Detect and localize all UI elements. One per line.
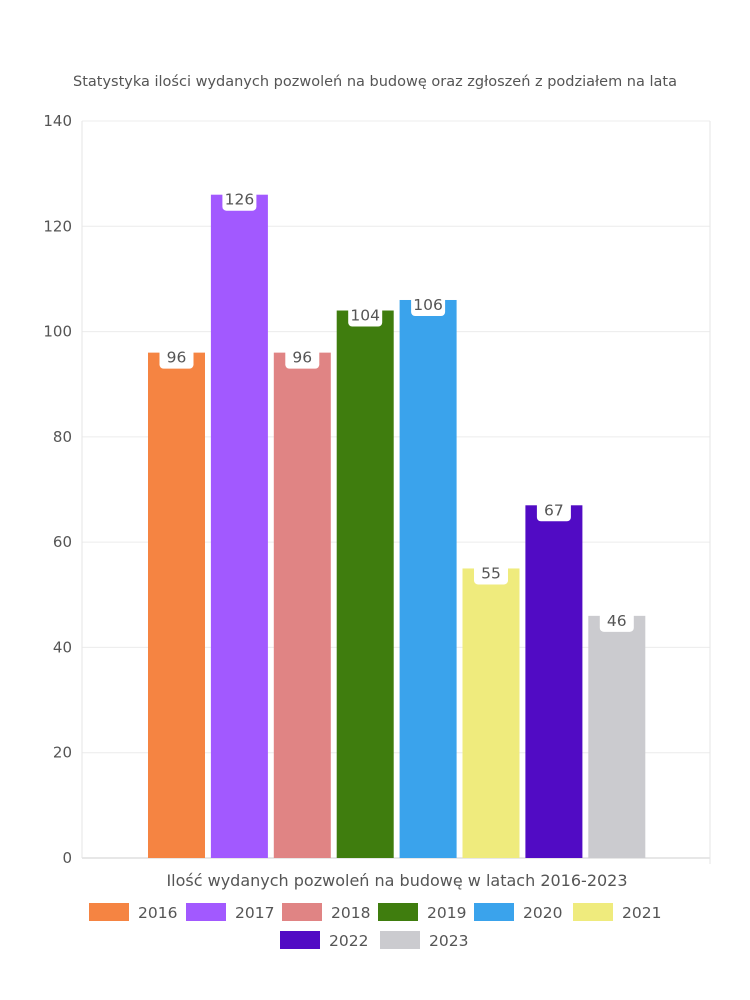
legend-swatch-2016 [89,903,129,921]
data-label: 55 [481,564,501,582]
legend-swatch-2018 [282,903,322,921]
legend-label-2023: 2023 [429,932,468,950]
legend: 2016 2017 2018 2019 2020 2021 2022 2023 [89,903,661,950]
legend-swatch-2019 [378,903,418,921]
y-tick-label: 0 [62,849,72,867]
y-tick-label: 60 [53,533,72,551]
y-tick-label: 120 [43,217,72,235]
data-label-bg [285,346,320,369]
x-axis-label: Ilość wydanych pozwoleń na budowę w lata… [166,871,627,890]
y-tick-label: 20 [53,744,72,762]
bar-2017 [210,194,268,858]
data-label: 126 [225,191,255,209]
legend-label-2020: 2020 [523,904,562,922]
legend-label-2021: 2021 [622,904,661,922]
legend-label-2017: 2017 [235,904,274,922]
y-tick-label: 80 [53,428,72,446]
data-label-bg [474,562,508,585]
bar-2016 [148,352,205,858]
legend-swatch-2022 [280,931,320,949]
data-label: 104 [350,307,380,325]
data-label-bg [159,346,194,369]
legend-swatch-2017 [186,903,226,921]
bar-2020 [399,299,457,858]
data-label: 67 [544,501,564,519]
data-label: 106 [413,296,443,314]
data-label: 96 [167,349,187,367]
legend-label-2022: 2022 [329,932,368,950]
legend-label-2016: 2016 [138,904,177,922]
bar-2018 [273,352,331,858]
data-label-bg [411,293,446,316]
legend-swatch-2020 [474,903,514,921]
data-label-bg [348,304,383,327]
data-label-bg [222,188,257,211]
y-tick-label: 100 [43,323,72,341]
bar-2023 [588,615,646,858]
bar-2019 [336,310,394,858]
legend-label-2019: 2019 [427,904,466,922]
bar-2021 [462,568,520,858]
legend-swatch-2023 [380,931,420,949]
data-label: 46 [607,612,627,630]
y-tick-label: 40 [53,638,72,656]
chart-title: Statystyka ilości wydanych pozwoleń na b… [73,74,677,90]
legend-swatch-2021 [573,903,613,921]
y-tick-label: 140 [43,112,72,130]
data-label-bg [599,609,634,632]
legend-label-2018: 2018 [331,904,370,922]
data-labels: 96 126 96 104 106 55 67 46 [159,188,634,632]
bar-2022 [525,505,583,858]
bars [148,194,646,858]
data-label: 96 [292,349,312,367]
y-axis-ticks: 0 20 40 60 80 100 120 140 [43,112,72,867]
data-label-bg [536,499,571,522]
